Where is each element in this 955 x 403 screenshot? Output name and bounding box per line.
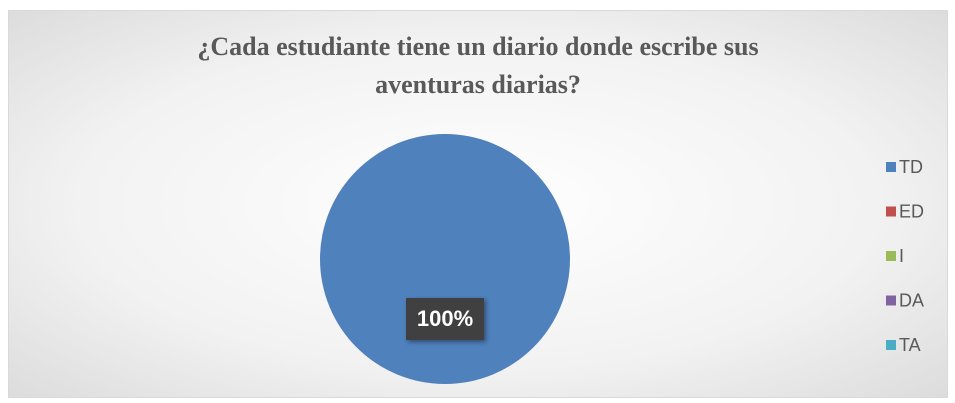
- legend-swatch: [886, 162, 896, 172]
- legend-swatch: [886, 206, 896, 217]
- legend-label: DA: [899, 290, 924, 310]
- data-label-box: [406, 298, 484, 340]
- chart-title: ¿Cada estudiante tiene un diario donde e…: [197, 32, 759, 99]
- data-label: 100%: [417, 306, 473, 331]
- legend-swatch: [886, 295, 896, 306]
- legend-label: I: [899, 246, 904, 266]
- legend-label: ED: [899, 201, 924, 221]
- pie-slice: [320, 134, 570, 384]
- legend-label: TA: [899, 335, 921, 355]
- legend-swatch: [886, 251, 896, 261]
- legend-label: TD: [899, 157, 923, 177]
- legend-swatch: [886, 340, 896, 350]
